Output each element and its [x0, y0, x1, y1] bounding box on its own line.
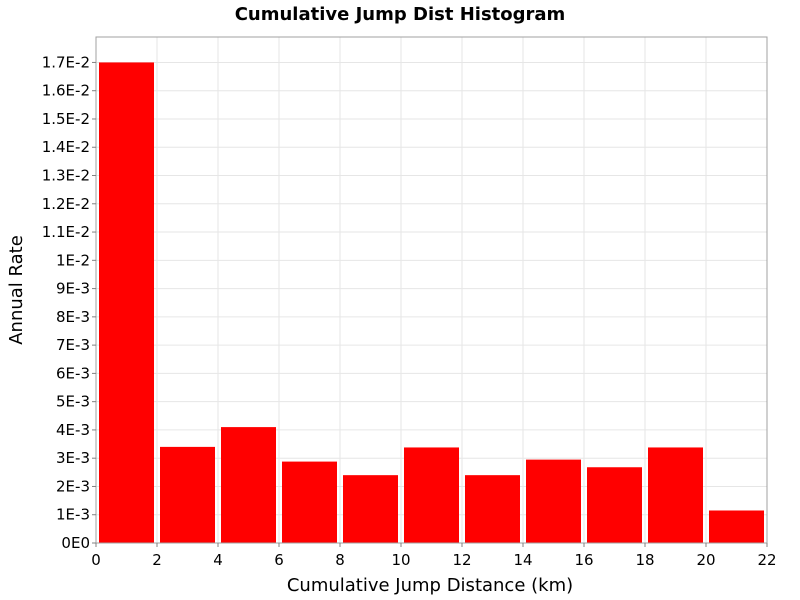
y-axis: 0E0 1E-3 2E-3 3E-3 4E-3 5E-3 6E-3 7E-3 8E-3 9E-3 1…: [42, 53, 96, 552]
histogram-bar: [709, 510, 764, 543]
y-tick-label: 6E-3: [56, 364, 90, 382]
y-tick-label: 4E-3: [56, 421, 90, 439]
y-tick-label: 8E-3: [56, 308, 90, 326]
gridlines: [96, 37, 767, 543]
chart-title: Cumulative Jump Dist Histogram: [235, 4, 566, 25]
x-axis-label: Cumulative Jump Distance (km): [287, 575, 573, 596]
x-tick-label: 12: [452, 551, 471, 569]
y-tick-label: 1.1E-2: [42, 223, 90, 241]
x-tick-label: 18: [635, 551, 654, 569]
y-tick-label: 1.6E-2: [42, 82, 90, 100]
y-tick-label: 0E0: [61, 534, 90, 552]
y-tick-label: 1.7E-2: [42, 53, 90, 71]
y-tick-label: 1E-3: [56, 506, 90, 524]
x-tick-label: 14: [513, 551, 532, 569]
x-tick-label: 10: [391, 551, 410, 569]
y-axis-label: Annual Rate: [6, 235, 27, 345]
x-tick-label: 22: [757, 551, 776, 569]
y-tick-label: 1.2E-2: [42, 195, 90, 213]
y-tick-label: 5E-3: [56, 393, 90, 411]
histogram-bar: [526, 459, 581, 543]
histogram-bar: [343, 475, 398, 543]
y-tick-label: 3E-3: [56, 449, 90, 467]
y-tick-label: 1.3E-2: [42, 167, 90, 185]
plot-border: [95, 36, 768, 544]
y-tick-label: 7E-3: [56, 336, 90, 354]
histogram-bar: [465, 475, 520, 543]
x-tick-label: 20: [696, 551, 715, 569]
histogram-bar: [221, 427, 276, 543]
y-tick-label: 1.5E-2: [42, 110, 90, 128]
x-axis: 0 2 4 6 8 10 12 14 16 18 20 22: [91, 543, 777, 569]
x-tick-label: 8: [335, 551, 345, 569]
x-tick-label: 4: [213, 551, 223, 569]
y-tick-label: 1E-2: [56, 251, 90, 269]
x-tick-label: 6: [274, 551, 284, 569]
y-tick-label: 2E-3: [56, 477, 90, 495]
x-tick-label: 2: [152, 551, 162, 569]
histogram-bar: [99, 62, 154, 543]
histogram-bar: [587, 467, 642, 543]
histogram-bar: [160, 446, 215, 543]
x-tick-label: 0: [91, 551, 101, 569]
histogram-bar: [282, 461, 337, 543]
y-tick-label: 1.4E-2: [42, 138, 90, 156]
histogram-bar: [404, 447, 459, 543]
x-tick-label: 16: [574, 551, 593, 569]
bars: [99, 62, 764, 543]
histogram-bar: [648, 447, 703, 543]
y-tick-label: 9E-3: [56, 280, 90, 298]
